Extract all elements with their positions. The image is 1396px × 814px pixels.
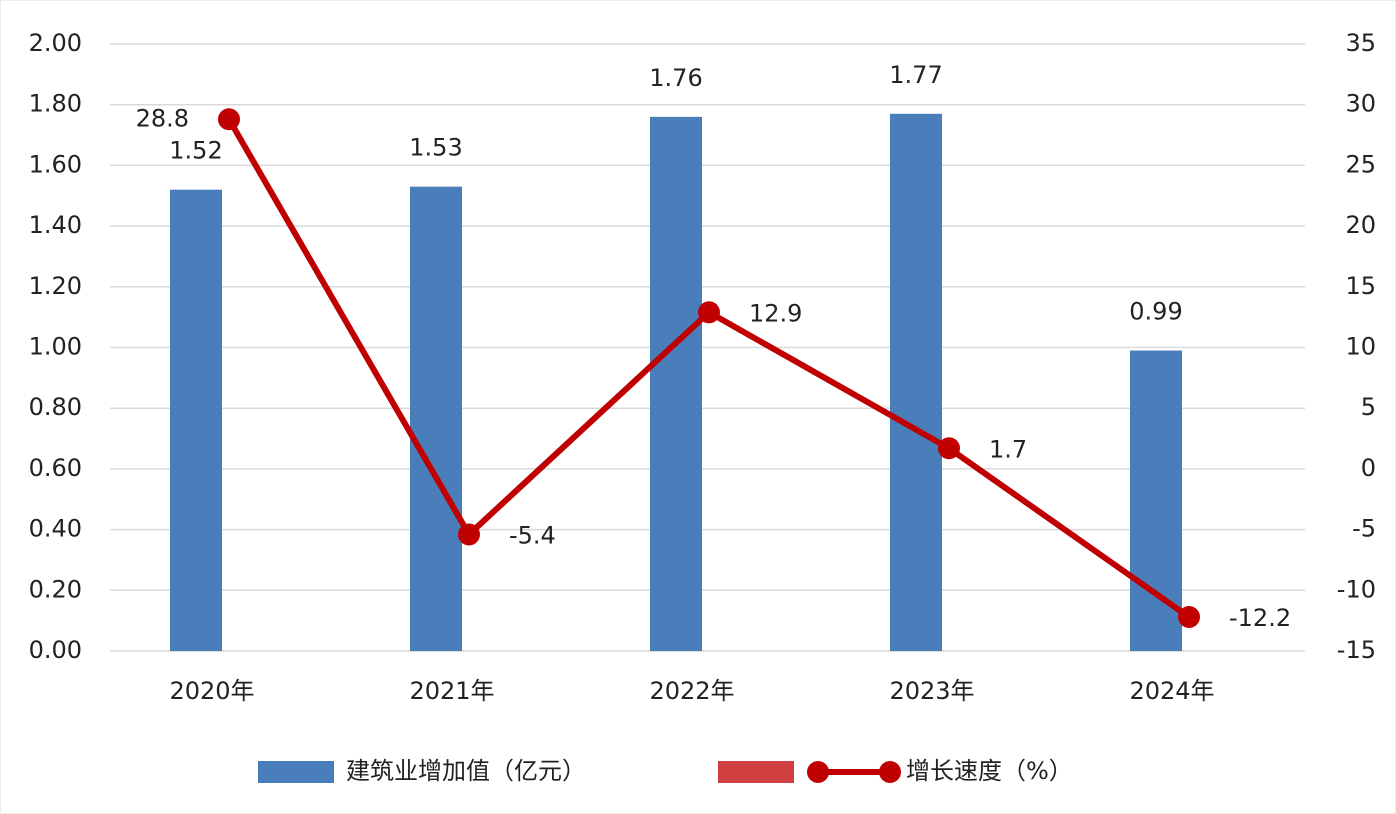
bar (1130, 350, 1182, 651)
y2-tick-label: 0 (1361, 454, 1376, 482)
legend-swatch (258, 761, 334, 783)
y-tick-label: 1.40 (29, 211, 82, 239)
y-tick-label: 0.00 (29, 636, 82, 664)
bar-value-label: 1.76 (649, 64, 702, 92)
bar-value-label: 1.52 (169, 137, 222, 165)
bar-value-label: 1.53 (409, 134, 462, 162)
bar (410, 186, 462, 651)
y-tick-label: 0.80 (29, 393, 82, 421)
y2-tick-label: 5 (1361, 393, 1376, 421)
x-tick-label: 2020年 (169, 677, 254, 705)
x-tick-label: 2021年 (409, 677, 494, 705)
y2-tick-label: 15 (1345, 272, 1376, 300)
y-tick-label: 1.80 (29, 90, 82, 118)
y-tick-label: 1.20 (29, 272, 82, 300)
y-tick-label: 0.40 (29, 515, 82, 543)
legend-marker (879, 761, 901, 783)
bar-value-label: 1.77 (889, 61, 942, 89)
y-tick-label: 1.60 (29, 150, 82, 178)
line-marker (458, 523, 480, 546)
y2-tick-label: 10 (1345, 333, 1376, 361)
y-tick-label: 0.20 (29, 575, 82, 603)
line-value-label: 28.8 (136, 104, 189, 132)
y2-tick-label: 20 (1345, 211, 1376, 239)
line-value-label: -5.4 (509, 521, 556, 549)
y2-tick-label: -15 (1337, 636, 1376, 664)
y2-tick-label: 25 (1345, 150, 1376, 178)
line-marker (1178, 606, 1200, 629)
legend-label: 增长速度（%） (906, 757, 1073, 785)
line-value-label: 1.7 (989, 435, 1027, 463)
x-tick-label: 2022年 (649, 677, 734, 705)
y2-tick-label: -10 (1337, 575, 1376, 603)
y2-tick-label: 35 (1345, 29, 1376, 57)
bar (170, 189, 222, 651)
y-tick-label: 2.00 (29, 29, 82, 57)
y2-tick-label: -5 (1352, 515, 1376, 543)
line-value-label: 12.9 (749, 299, 802, 327)
bar (650, 116, 702, 652)
line-marker (698, 301, 720, 324)
x-tick-label: 2023年 (889, 677, 974, 705)
legend-swatch (718, 761, 794, 783)
line-marker (218, 108, 240, 131)
y-tick-label: 0.60 (29, 454, 82, 482)
y2-tick-label: 30 (1345, 90, 1376, 118)
legend-label: 建筑业增加值（亿元） (346, 757, 586, 785)
y-tick-label: 1.00 (29, 333, 82, 361)
bar-value-label: 0.99 (1129, 298, 1182, 326)
bar (890, 113, 942, 652)
line-value-label: -12.2 (1229, 604, 1291, 632)
line-marker (938, 437, 960, 460)
x-tick-label: 2024年 (1129, 677, 1214, 705)
legend-marker (807, 761, 829, 783)
